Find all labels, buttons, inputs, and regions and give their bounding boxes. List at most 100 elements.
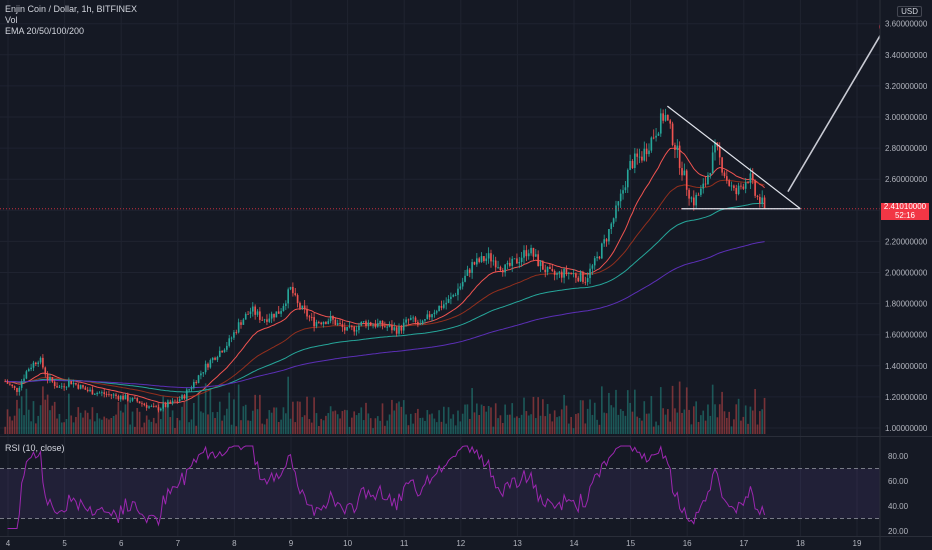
volume-bar bbox=[169, 417, 172, 434]
volume-bar bbox=[44, 399, 47, 434]
volume-bar bbox=[174, 427, 176, 434]
volume-bar bbox=[145, 415, 148, 434]
volume-bar bbox=[155, 423, 157, 434]
candle-body bbox=[737, 185, 740, 195]
rsi-band-fill bbox=[0, 468, 880, 519]
volume-bar bbox=[251, 410, 254, 434]
currency-badge[interactable]: USD bbox=[897, 6, 922, 17]
volume-bar bbox=[351, 417, 353, 434]
volume-bar bbox=[353, 411, 356, 434]
candle-body bbox=[435, 311, 438, 313]
volume-bar bbox=[98, 418, 101, 434]
price-tick-label: 3.00000000 bbox=[885, 113, 928, 122]
volume-bar bbox=[506, 414, 509, 434]
candle-body bbox=[308, 316, 311, 318]
symbol-label[interactable]: Enjin Coin / Dollar, 1h, BITFINEX bbox=[5, 4, 138, 14]
volume-bar bbox=[553, 410, 556, 434]
candle-body bbox=[193, 382, 195, 388]
candle-body bbox=[520, 257, 523, 262]
volume-bar bbox=[624, 415, 627, 434]
candle-body bbox=[596, 256, 598, 259]
volume-bar bbox=[358, 413, 360, 434]
candle-body bbox=[136, 398, 139, 402]
candle-body bbox=[37, 362, 40, 365]
volume-bar bbox=[707, 404, 709, 434]
candle-body bbox=[483, 256, 485, 262]
candle-body bbox=[567, 272, 570, 274]
candle-body bbox=[667, 115, 669, 121]
candles[interactable] bbox=[4, 108, 766, 413]
candle-body bbox=[584, 281, 587, 283]
volume-bar bbox=[244, 404, 247, 434]
volume-bar bbox=[53, 401, 56, 434]
candle-body bbox=[79, 385, 82, 389]
volume-bar bbox=[546, 404, 549, 434]
candle-body bbox=[77, 384, 80, 389]
ema-label[interactable]: EMA 20/50/100/200 bbox=[5, 26, 85, 36]
volume-bar bbox=[301, 417, 304, 434]
volume-label[interactable]: Vol bbox=[5, 15, 18, 25]
volume-bar bbox=[459, 421, 462, 434]
candle-body bbox=[23, 378, 25, 382]
candle-body bbox=[393, 327, 396, 331]
candle-body bbox=[480, 256, 483, 262]
volume-bar bbox=[685, 387, 688, 434]
candle-body bbox=[692, 197, 695, 206]
candle-body bbox=[608, 228, 610, 242]
candle-body bbox=[527, 253, 530, 257]
candle-body bbox=[490, 253, 492, 262]
volume-bar bbox=[289, 418, 292, 434]
candle-body bbox=[650, 137, 653, 151]
candle-body bbox=[648, 150, 650, 155]
candle-body bbox=[301, 305, 304, 309]
volume-bar bbox=[662, 408, 664, 434]
volume-bar bbox=[501, 422, 504, 434]
volume-bar bbox=[75, 416, 77, 434]
candle-body bbox=[122, 395, 124, 400]
candle-body bbox=[119, 395, 122, 400]
volume-bar bbox=[136, 408, 139, 434]
volume-bar bbox=[754, 389, 756, 434]
volume-bar bbox=[678, 381, 681, 434]
volume-bar bbox=[30, 421, 32, 434]
candle-body bbox=[183, 395, 186, 399]
candle-body bbox=[579, 271, 582, 282]
candle-body bbox=[723, 172, 726, 177]
candle-body bbox=[601, 243, 603, 259]
candle-body bbox=[530, 247, 532, 254]
volume-bar bbox=[4, 426, 6, 434]
volume-bar bbox=[193, 403, 195, 434]
volume-bar bbox=[355, 415, 358, 434]
rsi-label[interactable]: RSI (10, close) bbox=[5, 443, 65, 453]
candle-body bbox=[358, 325, 360, 331]
candle-body bbox=[299, 302, 301, 309]
candle-body bbox=[351, 326, 353, 328]
candle-body bbox=[497, 267, 499, 268]
volume-bar bbox=[287, 376, 289, 434]
time-tick-label: 12 bbox=[456, 539, 465, 548]
candle-body bbox=[471, 262, 473, 273]
volume-bar bbox=[13, 415, 16, 434]
volume-bar bbox=[181, 406, 183, 434]
candle-body bbox=[223, 349, 226, 353]
candle-body bbox=[525, 250, 528, 257]
time-tick-label: 8 bbox=[232, 539, 237, 548]
volume-bar bbox=[96, 413, 98, 434]
volume-bar bbox=[494, 403, 497, 434]
candle-body bbox=[610, 223, 613, 229]
candle-body bbox=[214, 357, 216, 360]
candle-body bbox=[30, 367, 32, 370]
candle-body bbox=[6, 381, 9, 384]
volume-bar bbox=[560, 409, 563, 434]
candle-body bbox=[428, 314, 431, 318]
volume-bar bbox=[617, 414, 620, 434]
candle-body bbox=[49, 377, 51, 380]
candle-body bbox=[589, 268, 591, 279]
candle-body bbox=[51, 377, 54, 382]
candle-body bbox=[53, 381, 56, 387]
candle-body bbox=[681, 168, 683, 176]
volume-bar bbox=[254, 394, 256, 434]
time-tick-label: 7 bbox=[176, 539, 181, 548]
candle-body bbox=[414, 317, 417, 322]
